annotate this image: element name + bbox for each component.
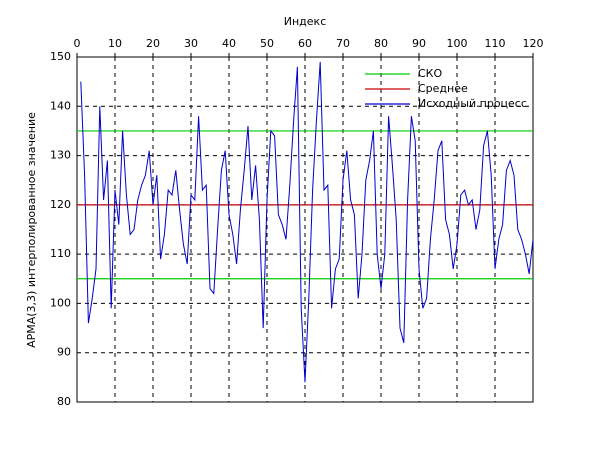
x-tick-label: 10 <box>108 37 122 50</box>
x-tick-label: 90 <box>412 37 426 50</box>
legend-label: Исходный процесс <box>418 97 527 110</box>
x-tick-label: 120 <box>523 37 544 50</box>
legend-label: Среднее <box>418 82 468 95</box>
x-tick-label: 0 <box>74 37 81 50</box>
y-tick-label: 120 <box>50 198 71 211</box>
x-tick-label: 110 <box>485 37 506 50</box>
data-line <box>80 61 534 383</box>
y-tick-label: 150 <box>50 50 71 63</box>
y-tick-label: 100 <box>50 296 71 309</box>
x-tick-label: 100 <box>447 37 468 50</box>
y-tick-label: 130 <box>50 149 71 162</box>
legend-label: СКО <box>418 67 442 80</box>
x-tick-label: 50 <box>260 37 274 50</box>
x-tick-label: 80 <box>374 37 388 50</box>
x-tick-label: 60 <box>298 37 312 50</box>
x-tick-label: 40 <box>222 37 236 50</box>
y-tick-label: 140 <box>50 99 71 112</box>
y-tick-label: 110 <box>50 247 71 260</box>
x-axis-label: Индекс <box>284 15 327 28</box>
y-tick-label: 80 <box>57 395 71 408</box>
y-tick-label: 90 <box>57 346 71 359</box>
x-tick-label: 30 <box>184 37 198 50</box>
x-tick-label: 20 <box>146 37 160 50</box>
x-tick-label: 70 <box>336 37 350 50</box>
y-axis-label: АРМА(3,3) интерполированное значение <box>25 112 38 348</box>
